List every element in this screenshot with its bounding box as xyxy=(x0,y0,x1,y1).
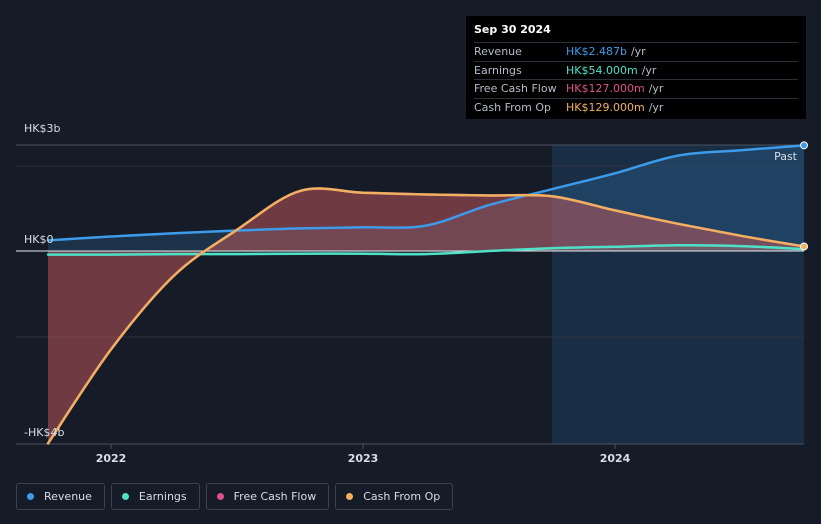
tooltip-value: HK$2.487b xyxy=(566,45,627,58)
chart-legend: Revenue Earnings Free Cash Flow Cash From O… xyxy=(16,483,454,510)
legend-label: Earnings xyxy=(138,490,187,503)
data-tooltip: Sep 30 2024 Revenue HK$2.487b/yr Earnings H… xyxy=(466,16,806,119)
tooltip-date: Sep 30 2024 xyxy=(474,23,551,36)
y-tick-label: HK$3b xyxy=(24,122,60,135)
legend-dot-icon xyxy=(346,493,354,500)
legend-dot-icon xyxy=(121,493,129,500)
area-free-cash-flow xyxy=(48,188,804,444)
tooltip-value: HK$127.000m xyxy=(566,82,645,95)
legend-item-free-cash-flow[interactable]: Free Cash Flow xyxy=(205,483,330,510)
past-label: Past xyxy=(774,150,798,163)
tooltip-unit: /yr xyxy=(630,45,646,58)
tooltip-value: HK$54.000m xyxy=(566,63,638,77)
x-tick-label: 2023 xyxy=(348,452,379,465)
tooltip-row-cash-from-op: Cash From Op HK$129.000m/yr xyxy=(474,97,798,117)
legend-item-earnings[interactable]: Earnings xyxy=(110,483,200,510)
x-tick-label: 2024 xyxy=(600,452,631,465)
tooltip-label: Earnings xyxy=(474,63,522,77)
legend-label: Free Cash Flow xyxy=(233,490,317,503)
legend-label: Revenue xyxy=(44,490,92,503)
tooltip-unit: /yr xyxy=(641,63,657,77)
tooltip-row-revenue: Revenue HK$2.487b/yr xyxy=(474,42,798,61)
tooltip-unit: /yr xyxy=(648,82,664,95)
legend-label: Cash From Op xyxy=(363,490,441,503)
tooltip-label: Revenue xyxy=(474,45,522,58)
series-end-point-revenue xyxy=(800,141,808,150)
series-line-revenue xyxy=(46,144,806,242)
tooltip-unit: /yr xyxy=(648,100,664,114)
tooltip-label: Cash From Op xyxy=(474,100,552,114)
area-revenue xyxy=(48,145,804,251)
legend-dot-icon xyxy=(216,493,224,500)
y-tick-label: HK$0 xyxy=(24,233,53,246)
past-region xyxy=(552,145,804,444)
series-line-earnings xyxy=(46,244,806,256)
y-tick-label: -HK$4b xyxy=(24,426,64,439)
tooltip-row-free-cash-flow: Free Cash Flow HK$127.000m/yr xyxy=(474,79,798,98)
tooltip-row-earnings: Earnings HK$54.000m/yr xyxy=(474,60,798,80)
area-cash-from-op xyxy=(48,188,804,444)
legend-dot-icon xyxy=(27,493,34,500)
series-line-cash-from-op xyxy=(46,187,806,445)
x-tick-label: 2022 xyxy=(96,452,127,465)
tooltip-label: Free Cash Flow xyxy=(474,82,557,95)
tooltip-value: HK$129.000m xyxy=(566,100,645,114)
legend-item-cash-from-op[interactable]: Cash From Op xyxy=(335,483,454,510)
legend-item-revenue[interactable]: Revenue xyxy=(16,483,105,510)
series-end-point-cash-from-op xyxy=(800,242,808,251)
